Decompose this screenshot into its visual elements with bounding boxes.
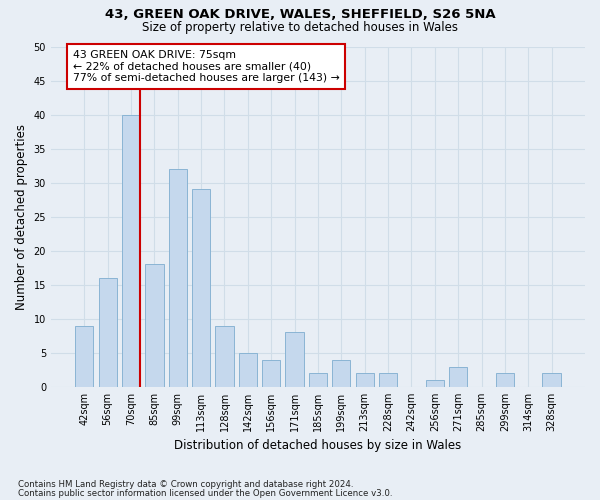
Text: Size of property relative to detached houses in Wales: Size of property relative to detached ho…: [142, 21, 458, 34]
Bar: [192, 190, 210, 387]
Bar: [425, 380, 444, 387]
Bar: [542, 374, 561, 387]
Bar: [215, 326, 233, 387]
Bar: [356, 374, 374, 387]
Bar: [122, 114, 140, 387]
Bar: [286, 332, 304, 387]
Bar: [449, 366, 467, 387]
Bar: [98, 278, 117, 387]
Bar: [332, 360, 350, 387]
Text: Contains HM Land Registry data © Crown copyright and database right 2024.: Contains HM Land Registry data © Crown c…: [18, 480, 353, 489]
Bar: [496, 374, 514, 387]
Bar: [262, 360, 280, 387]
Bar: [75, 326, 94, 387]
Bar: [239, 353, 257, 387]
Bar: [309, 374, 327, 387]
X-axis label: Distribution of detached houses by size in Wales: Distribution of detached houses by size …: [175, 440, 461, 452]
Y-axis label: Number of detached properties: Number of detached properties: [15, 124, 28, 310]
Text: 43 GREEN OAK DRIVE: 75sqm
← 22% of detached houses are smaller (40)
77% of semi-: 43 GREEN OAK DRIVE: 75sqm ← 22% of detac…: [73, 50, 340, 83]
Text: 43, GREEN OAK DRIVE, WALES, SHEFFIELD, S26 5NA: 43, GREEN OAK DRIVE, WALES, SHEFFIELD, S…: [104, 8, 496, 20]
Text: Contains public sector information licensed under the Open Government Licence v3: Contains public sector information licen…: [18, 488, 392, 498]
Bar: [145, 264, 164, 387]
Bar: [379, 374, 397, 387]
Bar: [169, 169, 187, 387]
